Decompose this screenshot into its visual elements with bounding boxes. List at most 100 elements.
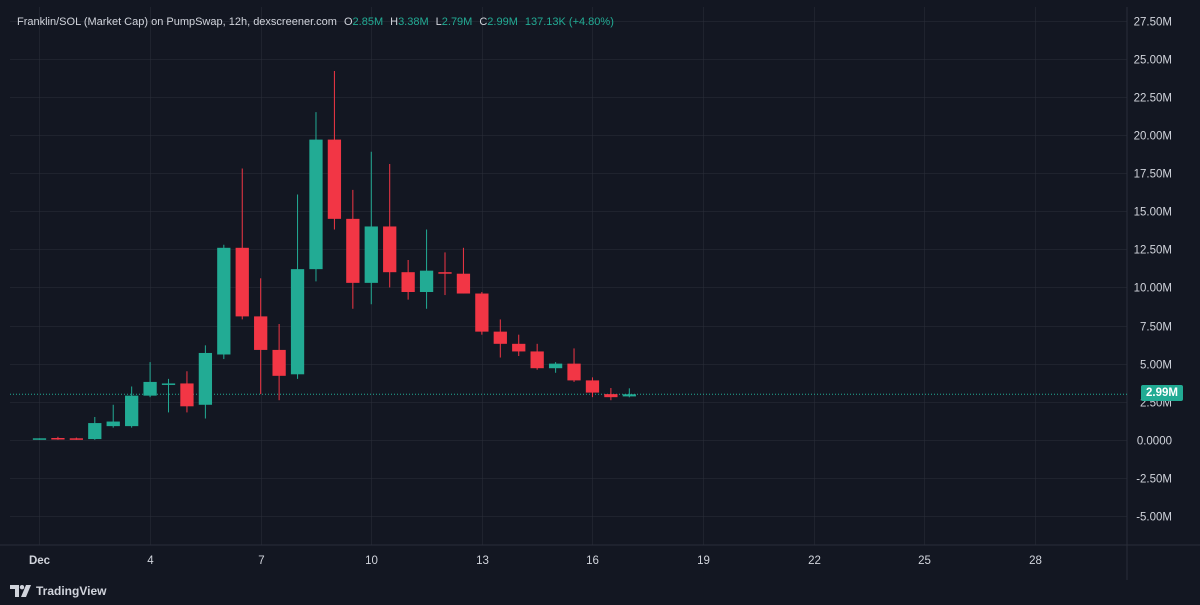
candle-body — [51, 438, 65, 440]
candle — [475, 292, 489, 335]
candle-body — [346, 218, 360, 283]
x-tick-label: 16 — [586, 555, 599, 567]
y-tick-label: -2.50M — [1136, 474, 1172, 486]
candle — [125, 386, 139, 428]
candle-body — [585, 380, 600, 393]
candle-body — [364, 226, 378, 283]
tradingview-icon — [10, 585, 31, 597]
candle — [327, 71, 342, 230]
candles — [32, 71, 636, 440]
candle-body — [401, 272, 415, 293]
y-tick-label: 12.50M — [1134, 245, 1172, 257]
x-tick-label: 4 — [147, 555, 154, 567]
candle — [585, 377, 600, 398]
y-tick-label: 7.50M — [1140, 322, 1172, 334]
x-tick-label: 13 — [476, 555, 489, 567]
candle-body — [493, 331, 507, 344]
candle-body — [383, 226, 397, 273]
x-tick-label: 19 — [697, 555, 710, 567]
y-tick-label: 25.00M — [1134, 55, 1172, 67]
candle-body — [254, 316, 268, 350]
x-tick-label: 25 — [918, 555, 931, 567]
candle-body — [438, 272, 452, 274]
candle — [180, 371, 194, 413]
candle — [419, 229, 434, 309]
candle — [548, 362, 563, 373]
candle-body — [180, 383, 194, 407]
candle — [530, 343, 544, 370]
candle-body — [548, 363, 563, 369]
y-tick-label: 5.00M — [1140, 360, 1172, 372]
brand-label: TradingView — [36, 584, 107, 598]
candle — [235, 168, 249, 320]
y-axis-ticks: 27.50M 25.00M 22.50M 20.00M 17.50M 15.00M 12.5… — [1134, 17, 1172, 524]
candle-body — [567, 363, 581, 381]
chart-legend: Franklin/SOL (Market Cap) on PumpSwap, 1… — [17, 16, 614, 28]
candle-body — [272, 349, 286, 376]
candle — [512, 334, 526, 357]
x-tick-label: 28 — [1029, 555, 1042, 567]
candle-body — [309, 139, 323, 270]
legend-low-label: L — [435, 16, 442, 28]
grid-lines — [0, 7, 1200, 580]
legend-change-value: 137.13K (+4.80%) — [524, 16, 614, 28]
candle — [69, 437, 83, 440]
candle — [401, 259, 415, 300]
candle — [567, 348, 581, 382]
chart-area[interactable]: 27.50M 25.00M 22.50M 20.00M 17.50M 15.00M 12.5… — [0, 0, 1200, 580]
y-tick-label: 22.50M — [1134, 93, 1172, 105]
legend-high-label: H — [390, 16, 399, 28]
candle-body — [235, 247, 249, 317]
last-price-tag: 2.99M — [1141, 385, 1183, 402]
candle-body — [419, 270, 434, 293]
x-axis-ticks: Dec 4 7 10 13 16 19 22 25 28 — [29, 555, 1042, 567]
footer-bar — [0, 580, 1200, 605]
legend-close-label: C — [479, 16, 488, 28]
candle-body — [290, 269, 305, 375]
y-tick-label: 10.00M — [1134, 283, 1172, 295]
candle-body — [217, 247, 231, 355]
candle-body — [106, 421, 120, 427]
candle — [217, 244, 231, 360]
legend-open-label: O — [343, 16, 353, 28]
candle — [604, 388, 618, 401]
legend-high-value: 3.38M — [398, 16, 429, 28]
candle-body — [69, 438, 83, 440]
candle-body — [530, 351, 544, 369]
candle — [32, 438, 47, 440]
y-tick-label: 27.50M — [1134, 17, 1172, 29]
candle — [456, 247, 471, 294]
candle — [290, 194, 305, 379]
candle-body — [622, 394, 636, 397]
candle — [88, 416, 102, 440]
candle-body — [161, 383, 176, 385]
candle — [346, 189, 360, 309]
tradingview-logo[interactable]: TradingView — [10, 584, 106, 598]
candle — [622, 388, 636, 398]
legend-title: Franklin/SOL (Market Cap) on PumpSwap, 1… — [17, 16, 337, 28]
candle — [383, 163, 397, 288]
candle-body — [198, 352, 213, 405]
candle-body — [475, 293, 489, 332]
x-tick-label: 7 — [258, 555, 264, 567]
candle — [51, 436, 65, 440]
candle — [493, 319, 507, 358]
y-tick-label: 17.50M — [1134, 169, 1172, 181]
candle-body — [512, 343, 526, 352]
y-tick-label: 0.0000 — [1137, 436, 1172, 448]
candle — [438, 252, 452, 296]
candle — [364, 151, 378, 305]
legend-open-value: 2.85M — [352, 16, 384, 28]
candle — [161, 378, 176, 413]
legend-close-value: 2.99M — [487, 16, 518, 28]
candlestick-chart[interactable]: 27.50M 25.00M 22.50M 20.00M 17.50M 15.00M 12.5… — [0, 0, 1200, 580]
candle-body — [604, 394, 618, 398]
candle — [198, 345, 213, 419]
candle — [309, 112, 323, 282]
candle — [106, 404, 120, 428]
candle — [254, 278, 268, 395]
candle-body — [32, 438, 47, 440]
candle-body — [327, 139, 342, 219]
candle — [143, 362, 157, 398]
y-tick-label: -5.00M — [1136, 512, 1172, 524]
